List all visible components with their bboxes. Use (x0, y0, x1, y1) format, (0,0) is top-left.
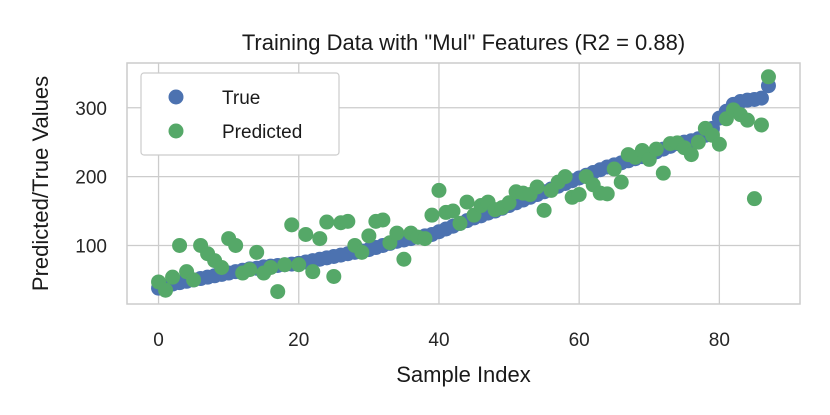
point-predicted (613, 174, 629, 190)
plot-frame (126, 62, 801, 305)
point-predicted (263, 260, 279, 276)
x-tick-label: 60 (569, 330, 590, 351)
y-tick-label: 300 (75, 99, 107, 120)
point-predicted (599, 186, 615, 202)
point-predicted (277, 257, 293, 273)
point-predicted (172, 237, 188, 253)
point-predicted (389, 225, 405, 241)
point-predicted (655, 165, 671, 181)
point-predicted (711, 136, 727, 152)
legend: True Predicted (140, 72, 340, 156)
legend-label-predicted: Predicted (222, 122, 302, 143)
point-predicted (536, 202, 552, 218)
point-predicted (424, 207, 440, 223)
point-predicted (242, 262, 258, 278)
point-predicted (312, 231, 328, 247)
point-predicted (291, 257, 307, 273)
point-predicted (571, 187, 587, 203)
y-axis-label: Predicted/True Values (28, 76, 53, 291)
point-predicted (298, 226, 314, 242)
point-predicted (606, 161, 622, 177)
point-predicted (186, 272, 202, 288)
x-tick-label: 40 (428, 330, 449, 351)
point-predicted (445, 203, 461, 219)
point-predicted (557, 169, 573, 185)
point-predicted (396, 251, 412, 267)
chart-title: Training Data with "Mul" Features (R2 = … (242, 30, 685, 55)
point-predicted (452, 215, 468, 231)
point-predicted (249, 244, 265, 260)
y-tick-label: 100 (75, 236, 107, 257)
legend-label-true: True (222, 88, 260, 109)
point-predicted (417, 231, 433, 247)
y-tick-label: 200 (75, 168, 107, 189)
point-predicted (158, 282, 174, 298)
point-predicted (431, 182, 447, 198)
point-predicted (214, 260, 230, 276)
point-predicted (326, 268, 342, 284)
data-points (151, 69, 776, 300)
legend-box (140, 72, 340, 156)
point-predicted (284, 217, 300, 233)
point-predicted (305, 264, 321, 280)
point-predicted (459, 194, 475, 210)
legend-marker-predicted (168, 123, 184, 139)
x-tick-label: 80 (709, 330, 730, 351)
x-axis-label: Sample Index (396, 362, 531, 387)
point-true (753, 90, 769, 106)
point-predicted (361, 228, 377, 244)
y-tick-labels: 100 200 300 (75, 99, 107, 258)
point-predicted (319, 214, 335, 230)
point-predicted (354, 244, 370, 260)
point-predicted (228, 237, 244, 253)
point-predicted (340, 213, 356, 229)
point-predicted (760, 69, 776, 85)
point-predicted (739, 112, 755, 128)
x-tick-label: 0 (153, 330, 164, 351)
point-predicted (746, 191, 762, 207)
point-predicted (375, 212, 391, 228)
legend-marker-true (168, 89, 184, 105)
x-tick-label: 20 (288, 330, 309, 351)
point-predicted (501, 195, 517, 211)
point-predicted (690, 134, 706, 150)
point-predicted (165, 269, 181, 285)
point-predicted (648, 141, 664, 157)
x-tick-labels: 0 20 40 60 80 (153, 330, 730, 351)
point-predicted (753, 117, 769, 133)
point-predicted (529, 179, 545, 195)
point-predicted (270, 284, 286, 300)
point-predicted (683, 147, 699, 163)
